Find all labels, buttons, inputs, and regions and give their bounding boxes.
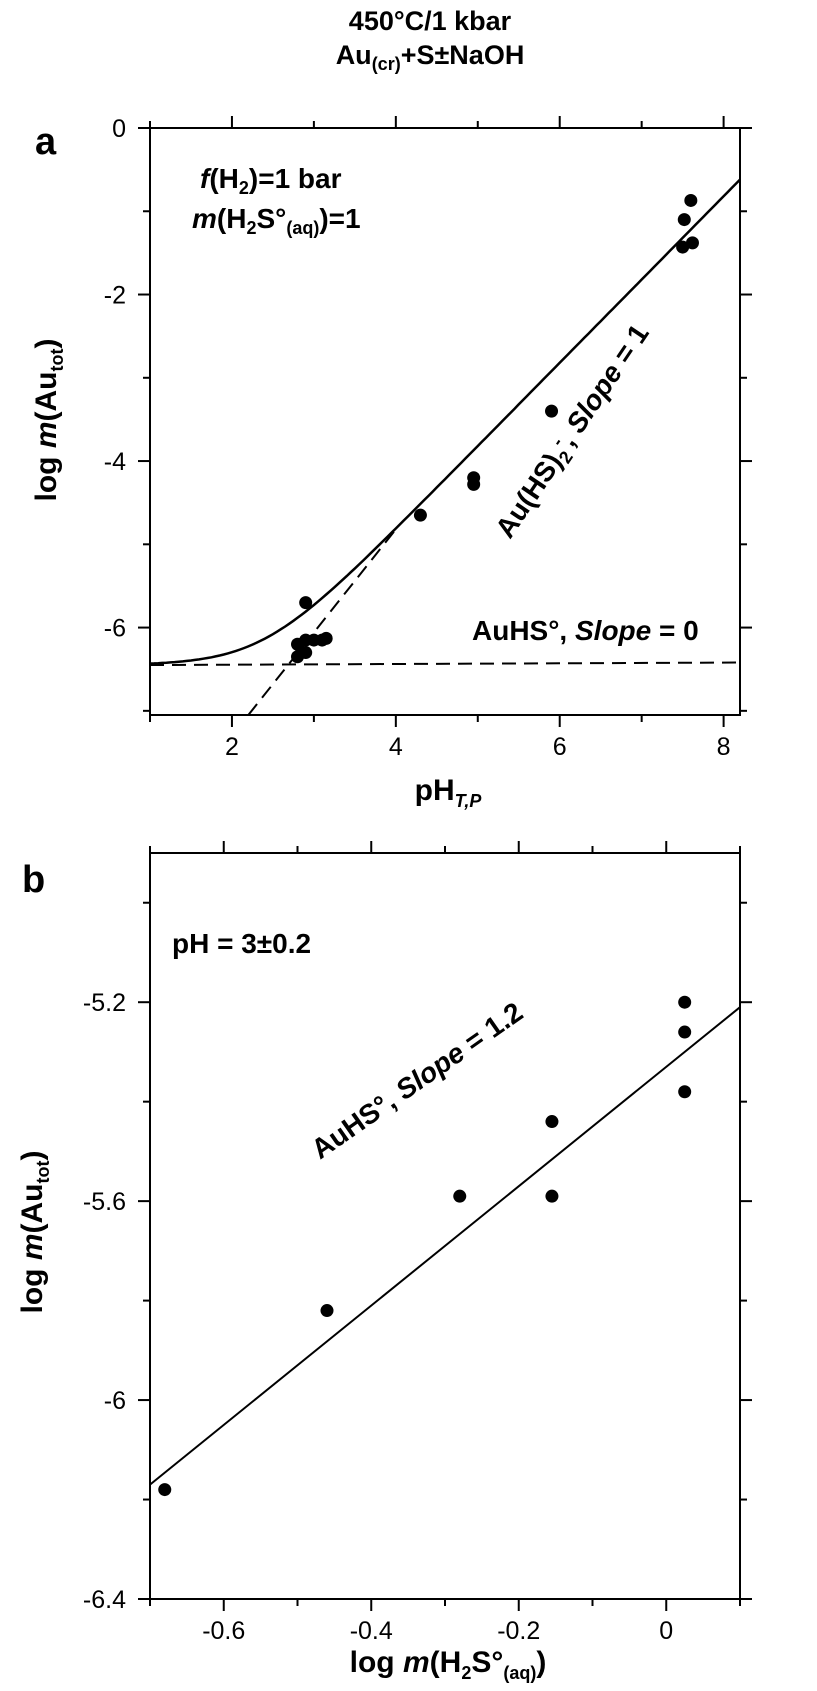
data-point (299, 646, 313, 660)
figure-title-line2: Au(cr)+S±NaOH (336, 40, 525, 74)
x-tick-label: -0.2 (497, 1617, 540, 1645)
panel-a-auhs2-slope-label: Au(HS)2-, Slope = 1 (488, 318, 658, 546)
data-point (677, 213, 691, 227)
panel-b-y-axis-title: log m(Autot) (16, 1151, 53, 1314)
y-tick-label: -5.2 (83, 989, 126, 1017)
panel-b-tick-labels: -0.6 -0.4 -0.2 0 -5.2 -5.6 -6 -6.4 (83, 989, 673, 1645)
y-tick-label: -6.4 (83, 1586, 126, 1614)
solid-fit-curve (149, 178, 741, 665)
panel-a: a 2 4 6 80-2-4-6 f(H2)=1 bar m(H2S°(aq))=1 … (30, 115, 752, 811)
panel-a-frame (149, 127, 741, 716)
data-point (678, 995, 692, 1009)
data-point (545, 1115, 559, 1129)
data-point (678, 1085, 692, 1099)
x-tick-label: -0.6 (202, 1617, 245, 1645)
x-tick-label: -0.4 (350, 1617, 393, 1645)
panel-a-mh2s-label: m(H2S°(aq))=1 (192, 203, 361, 238)
y-tick-label: 0 (112, 115, 126, 143)
data-point (299, 596, 313, 610)
data-point (684, 193, 698, 207)
data-point (685, 236, 699, 250)
x-tick-label: 4 (389, 733, 403, 761)
x-tick-label: 2 (225, 733, 239, 761)
figure-title-line1: 450°C/1 kbar (349, 6, 512, 36)
panel-b: b -0.6 -0.4 -0.2 0 -5.2 -5.6 -6 -6.4 pH = 3±0.2… (16, 841, 752, 1683)
panel-b-slope-label: AuHS°, Slope = 1.2 (306, 996, 529, 1165)
y-tick-label: -5.6 (83, 1188, 126, 1216)
y-tick-label: -6 (104, 615, 126, 643)
data-point (413, 508, 427, 522)
y-tick-label: -2 (104, 282, 126, 310)
x-tick-label: 8 (717, 733, 731, 761)
data-point (545, 404, 559, 418)
data-point (545, 1189, 559, 1203)
panel-b-letter: b (22, 859, 45, 901)
data-point (320, 1304, 334, 1318)
panel-a-x-axis-title: pHT,P (415, 774, 483, 811)
x-tick-label: 0 (659, 1617, 673, 1645)
fit-line (149, 1006, 741, 1486)
data-point (676, 240, 690, 254)
data-point (453, 1189, 467, 1203)
y-tick-label: -6 (104, 1387, 126, 1415)
panel-a-auhs-slope-label: AuHS°, Slope = 0 (472, 615, 699, 646)
y-tick-label: -4 (104, 448, 126, 476)
data-point (467, 477, 481, 491)
panel-a-lines (149, 178, 741, 716)
dashed-line-slope-0 (149, 661, 741, 667)
panel-a-y-axis-title: log m(Autot) (30, 339, 67, 502)
panel-b-ticks (138, 841, 752, 1611)
panel-b-points (158, 995, 692, 1497)
panel-b-ph-label: pH = 3±0.2 (172, 928, 311, 959)
panel-a-ticks (138, 116, 752, 727)
dashed-line-slope-1 (247, 528, 397, 716)
panel-b-frame (149, 852, 741, 1600)
panel-a-tick-labels: 2 4 6 8 0 -2 -4 -6 (104, 115, 731, 761)
data-point (158, 1483, 172, 1497)
panel-a-fh2-label: f(H2)=1 bar (200, 163, 342, 198)
data-point (319, 631, 333, 645)
panel-a-points (291, 193, 699, 664)
panel-a-letter: a (35, 121, 57, 163)
panel-b-lines (149, 1006, 741, 1486)
panel-b-x-axis-title: log m(H2S°(aq)) (350, 1646, 547, 1683)
x-tick-label: 6 (553, 733, 567, 761)
data-point (678, 1025, 692, 1039)
